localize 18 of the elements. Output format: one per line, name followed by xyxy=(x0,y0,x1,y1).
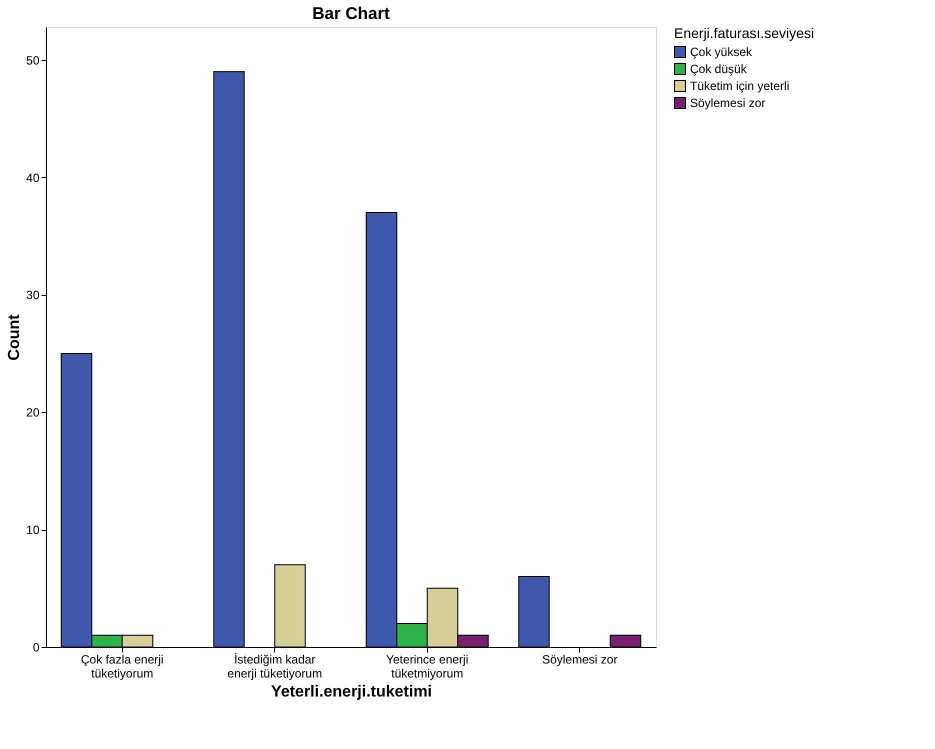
legend-label: Çok yüksek xyxy=(690,45,754,59)
legend-label: Tüketim için yeterli xyxy=(690,79,790,93)
x-tick-label: Söylemesi zor xyxy=(542,652,618,666)
x-tick-label: Yeterince enerji tüketmiyorum xyxy=(386,652,468,680)
y-tick-label: 50 xyxy=(26,53,40,68)
y-tick-label: 20 xyxy=(26,406,40,420)
y-tick-label: 0 xyxy=(32,640,40,654)
legend-label: Söylemesi zor xyxy=(690,96,766,110)
y-tick-label: 40 xyxy=(26,170,40,185)
x-tick-label: İstediğim kadar enerji tüketiyorum xyxy=(227,652,322,680)
x-axis-title: Yeterli.enerji.tuketimi xyxy=(271,684,432,700)
legend-title: Enerji.faturası.seviyesi xyxy=(674,25,814,41)
chart-title: Bar Chart xyxy=(312,4,390,23)
y-tick-label: 30 xyxy=(26,288,40,302)
x-tick-label: Çok fazla enerji tüketiyorum xyxy=(80,652,164,680)
y-tick-label: 10 xyxy=(26,523,40,538)
y-axis-title: Count xyxy=(6,314,24,361)
legend-label: Çok düşük xyxy=(690,62,748,76)
